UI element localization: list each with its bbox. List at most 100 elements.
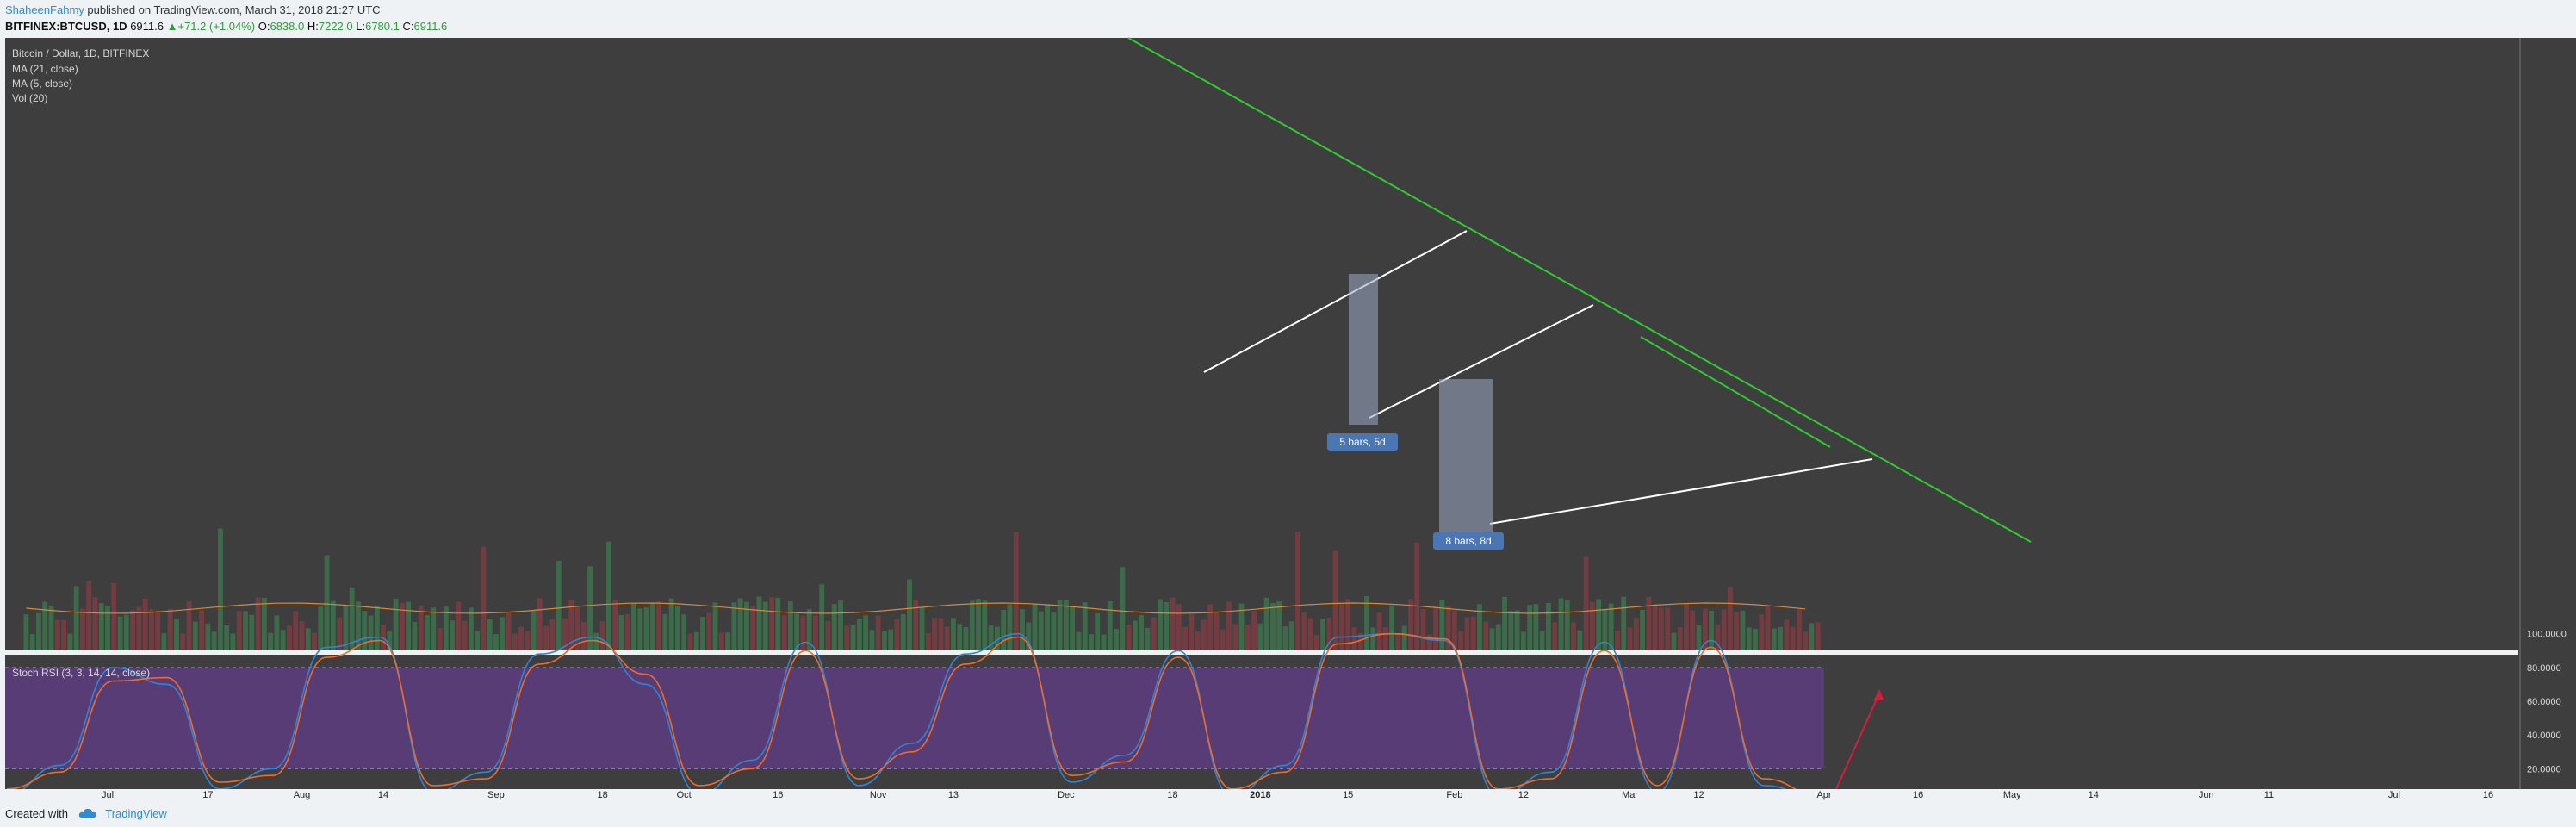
volume-bar [1778, 626, 1783, 650]
volume-bar [431, 607, 437, 650]
volume-bar [1038, 611, 1044, 650]
volume-bar [938, 618, 944, 650]
volume-bar [1320, 618, 1326, 650]
volume-bar [649, 603, 655, 650]
volume-bar [1226, 601, 1232, 650]
x-tick-label: Jul [2388, 790, 2400, 800]
volume-bar [1458, 631, 1464, 650]
x-tick-label: 2018 [1250, 790, 1270, 800]
volume-bar [1089, 634, 1094, 650]
volume-bar [1345, 599, 1351, 650]
volume-bar [712, 602, 718, 650]
volume-bar [1696, 625, 1702, 650]
stoch-y-tick-label: 40.0000 [2527, 731, 2561, 741]
volume-bar [456, 601, 462, 650]
volume-bar [1558, 598, 1564, 650]
price-panel-bg [5, 38, 2573, 650]
volume-bar [1301, 612, 1307, 650]
volume-bar [249, 614, 255, 650]
volume-bar [1070, 605, 1076, 650]
open-value: 6838.0 [270, 20, 305, 33]
volume-bar [969, 600, 975, 650]
volume-bar [1101, 634, 1107, 650]
volume-bar [668, 598, 674, 650]
volume-bar [562, 619, 568, 650]
volume-bar [1326, 617, 1332, 650]
legend-title: Bitcoin / Dollar, 1D, BITFINEX [12, 47, 150, 59]
cloud-logo-icon [78, 808, 96, 818]
volume-bar [1120, 567, 1126, 650]
volume-bar [1139, 615, 1145, 650]
high-label: H: [307, 20, 319, 33]
x-tick-label: 16 [773, 790, 783, 800]
volume-bar [1709, 610, 1714, 650]
volume-bar [1508, 611, 1514, 650]
volume-bar [662, 613, 668, 650]
volume-bar [556, 561, 562, 650]
volume-bar [1552, 622, 1558, 650]
volume-bar [1615, 630, 1620, 650]
volume-bar [481, 546, 487, 650]
volume-bar [1282, 626, 1288, 650]
volume-bar [605, 541, 611, 650]
tradingview-link[interactable]: TradingView [105, 807, 167, 820]
volume-bar [825, 621, 831, 650]
high-value: 7222.0 [318, 20, 353, 33]
volume-bar [1001, 610, 1007, 650]
volume-bar [1151, 617, 1157, 650]
volume-bar [1690, 610, 1696, 650]
volume-bar [61, 620, 66, 650]
x-tick-label: 14 [378, 790, 388, 800]
volume-bar [1765, 606, 1771, 650]
volume-bar [1245, 624, 1251, 650]
volume-bar [86, 581, 92, 650]
volume-bar [268, 632, 274, 650]
volume-bar [1082, 602, 1088, 650]
price-change: +71.2 (+1.04%) [177, 20, 256, 33]
volume-bar [794, 613, 800, 650]
x-tick-label: 16 [1913, 790, 1923, 800]
x-tick-label: May [2003, 790, 2021, 800]
stoch-d-line [6, 632, 1818, 795]
volume-ma-line [26, 602, 1806, 614]
volume-bar [813, 615, 818, 650]
volume-bar [1414, 542, 1420, 650]
volume-bar [731, 602, 737, 650]
price-chart[interactable]: 5 bars, 5d 8 bars, 8d 100.0000 80.0000 60.00… [0, 0, 2576, 801]
volume-bar [318, 606, 324, 650]
volume-bar [1633, 618, 1639, 650]
volume-bar [1815, 622, 1821, 650]
volume-bar [437, 628, 443, 650]
volume-bar [1702, 608, 1708, 650]
author-link[interactable]: ShaheenFahmy [5, 3, 84, 16]
volume-bar [1527, 605, 1533, 650]
volume-bar [1238, 603, 1245, 650]
volume-bar [337, 617, 343, 650]
volume-bar [155, 610, 161, 650]
volume-bar [1646, 597, 1652, 650]
volume-bar [543, 625, 549, 650]
volume-bar [863, 615, 869, 650]
x-tick-label: 13 [948, 790, 959, 800]
volume-bar [882, 631, 887, 650]
volume-bar [681, 614, 687, 650]
volume-bar [775, 597, 781, 650]
volume-bar [1251, 610, 1257, 650]
volume-bar [243, 611, 248, 650]
legend-stoch: Stoch RSI (3, 3, 14, 14, close) [12, 667, 151, 679]
volume-bar [1307, 618, 1313, 650]
volume-bar [1502, 596, 1507, 650]
publish-info: ShaheenFahmy published on TradingView.co… [5, 3, 381, 16]
volume-bar [1539, 631, 1545, 650]
volume-bar [831, 604, 837, 650]
volume-bar [944, 626, 950, 650]
volume-bar [1132, 620, 1138, 650]
volume-bar [856, 619, 862, 650]
volume-bar [1182, 626, 1188, 650]
x-tick-label: Mar [1622, 790, 1638, 800]
volume-bar [174, 619, 179, 650]
volume-bar [29, 633, 35, 650]
volume-bar [750, 606, 756, 650]
measure-label-2-bg [1433, 532, 1504, 550]
y-axis-panel [2518, 38, 2576, 801]
